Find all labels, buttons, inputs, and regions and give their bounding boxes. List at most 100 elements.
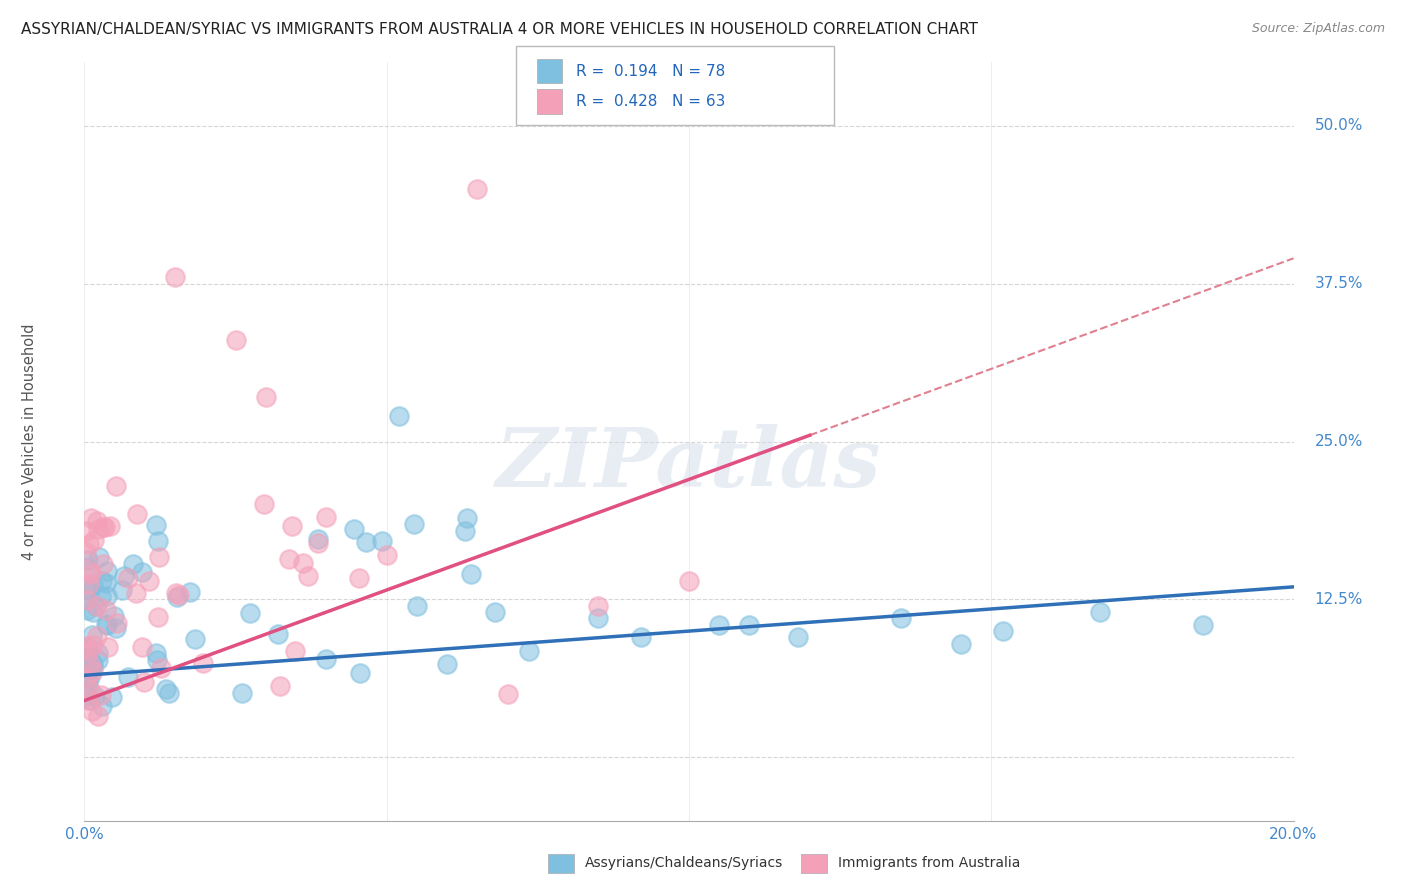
Point [79, 683, 101, 698]
Point [86, 514, 108, 528]
Point [453, 524, 475, 538]
Point [467, 182, 489, 196]
Point [122, 558, 145, 572]
Point [145, 518, 167, 533]
Point [79, 564, 101, 578]
Text: ZIPatlas: ZIPatlas [496, 425, 882, 504]
Point [80, 566, 103, 581]
Point [278, 552, 301, 566]
Point [87, 646, 110, 660]
Point [404, 517, 426, 532]
Point [165, 270, 187, 285]
Point [738, 617, 761, 632]
Point [91, 557, 114, 571]
Point [76, 582, 98, 597]
Point [307, 535, 329, 549]
Point [105, 616, 128, 631]
Point [131, 566, 153, 580]
Point [77, 650, 100, 665]
Point [239, 607, 262, 621]
Point [90, 699, 112, 714]
Point [84, 689, 107, 703]
Point [76, 603, 98, 617]
Point [678, 574, 700, 588]
Point [93, 520, 115, 534]
Point [104, 478, 127, 492]
Text: 20.0%: 20.0% [1270, 827, 1317, 842]
Point [76, 560, 98, 574]
Point [349, 666, 371, 681]
Point [82, 638, 104, 652]
Point [82, 578, 104, 592]
Point [103, 609, 125, 624]
Point [496, 687, 519, 701]
Text: 37.5%: 37.5% [1315, 277, 1364, 291]
Point [308, 533, 330, 547]
Point [1088, 605, 1111, 619]
Point [388, 409, 411, 424]
Point [1192, 617, 1215, 632]
Point [86, 709, 108, 723]
Point [588, 599, 610, 613]
Text: 25.0%: 25.0% [1315, 434, 1362, 449]
Point [343, 522, 366, 536]
Point [155, 682, 177, 697]
Point [77, 582, 100, 597]
Point [83, 533, 105, 547]
Point [80, 511, 103, 525]
Text: R =  0.428   N = 63: R = 0.428 N = 63 [576, 95, 725, 109]
Point [79, 576, 101, 591]
Point [79, 693, 101, 707]
Point [517, 644, 540, 658]
Point [146, 653, 169, 667]
Point [79, 670, 101, 684]
Point [96, 617, 118, 632]
Point [291, 557, 314, 571]
Point [77, 640, 100, 655]
Point [456, 511, 478, 525]
Text: 0.0%: 0.0% [65, 827, 104, 842]
Point [87, 522, 110, 536]
Point [86, 630, 108, 644]
Text: Source: ZipAtlas.com: Source: ZipAtlas.com [1251, 22, 1385, 36]
Point [76, 649, 98, 664]
Point [79, 657, 101, 672]
Point [950, 637, 973, 651]
Point [82, 664, 104, 678]
Point [82, 658, 104, 673]
Point [76, 592, 98, 607]
Point [96, 564, 118, 578]
Point [75, 640, 97, 654]
Point [630, 631, 652, 645]
Point [117, 571, 139, 585]
Point [132, 675, 155, 690]
Text: 50.0%: 50.0% [1315, 118, 1362, 133]
Point [484, 605, 506, 619]
Point [96, 590, 118, 604]
Point [269, 679, 291, 693]
Point [165, 585, 187, 599]
Point [890, 611, 912, 625]
Point [253, 497, 276, 511]
Point [77, 672, 100, 686]
Point [145, 646, 167, 660]
Point [231, 686, 253, 700]
Point [138, 574, 160, 588]
Point [148, 550, 170, 565]
Point [76, 689, 98, 703]
Point [87, 653, 110, 667]
Point [101, 690, 124, 705]
Point [76, 593, 98, 607]
Point [347, 571, 370, 585]
Point [460, 567, 482, 582]
Point [225, 334, 247, 348]
Point [91, 574, 114, 589]
Point [90, 688, 112, 702]
Point [315, 652, 337, 666]
Point [150, 660, 173, 674]
Point [82, 657, 104, 672]
Point [90, 589, 112, 603]
Point [75, 545, 97, 559]
Text: 4 or more Vehicles in Household: 4 or more Vehicles in Household [22, 323, 38, 560]
Point [406, 599, 429, 613]
